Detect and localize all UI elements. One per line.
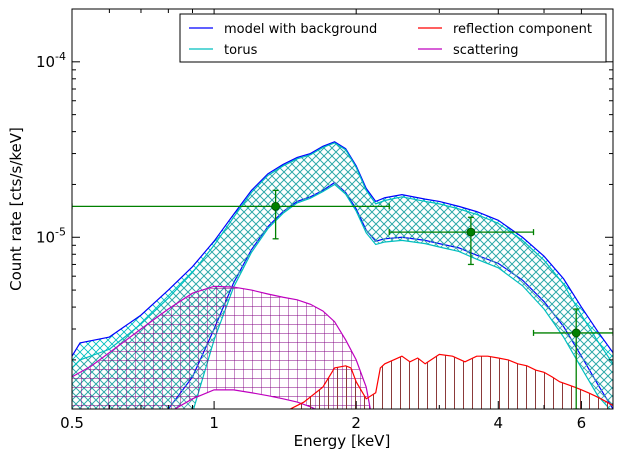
bands-layer xyxy=(72,141,613,409)
legend-frame xyxy=(179,13,607,63)
band-upper-scattering xyxy=(72,285,371,409)
data-point-3 xyxy=(532,308,613,409)
x-tick-label: 1 xyxy=(209,414,219,432)
band-upper-model-with-background xyxy=(72,141,613,357)
data-point-marker xyxy=(271,201,281,211)
y-axis: 10-5 10-4 xyxy=(36,8,613,361)
data-point-2 xyxy=(388,216,535,266)
legend-entry-scattering: scattering xyxy=(418,43,519,58)
svg-text:reflection component: reflection component xyxy=(453,22,592,37)
y-tick-label: 10-5 xyxy=(36,225,66,246)
x-tick-label: 2 xyxy=(351,414,361,432)
y-axis-label: Count rate [cts/s/keV] xyxy=(7,127,25,291)
band-reflection-component xyxy=(289,353,613,409)
data-points-layer xyxy=(72,189,613,409)
band-fill-scattering xyxy=(72,286,371,409)
band-lower-torus xyxy=(192,183,611,409)
band-lower-scattering xyxy=(173,389,317,409)
data-point-marker xyxy=(466,227,476,237)
x-tick-label: 6 xyxy=(577,414,587,432)
x-axis-label: Energy [keV] xyxy=(294,432,391,450)
band-upper-torus xyxy=(72,142,613,369)
x-tick-label: 0.5 xyxy=(60,414,84,432)
svg-text:torus: torus xyxy=(224,43,258,58)
band-scattering xyxy=(72,285,371,409)
band-fill-reflection-component xyxy=(290,354,613,409)
band-upper-reflection-component xyxy=(289,353,613,409)
legend-entry-reflection-component: reflection component xyxy=(418,22,592,37)
svg-text:scattering: scattering xyxy=(453,43,519,58)
x-tick-label: 4 xyxy=(494,414,504,432)
legend-entry-torus: torus xyxy=(189,43,258,58)
data-point-marker xyxy=(571,328,581,338)
y-tick-label: 10-4 xyxy=(36,50,66,71)
data-point-1 xyxy=(72,189,390,240)
legend: model with background reflection compone… xyxy=(179,13,607,63)
svg-text:model with background: model with background xyxy=(224,22,377,37)
x-axis: 0.5 1 2 4 6 xyxy=(60,9,614,432)
plot-frame xyxy=(71,8,614,410)
legend-entry-model-with-background: model with background xyxy=(189,22,377,37)
